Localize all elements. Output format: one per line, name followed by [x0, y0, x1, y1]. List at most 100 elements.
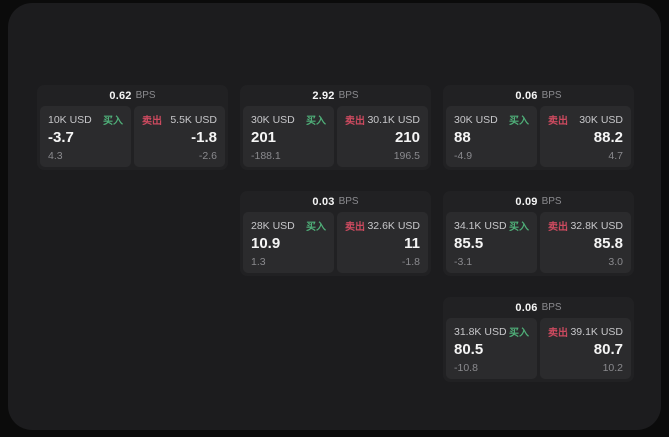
buy-label: 买入: [103, 116, 123, 127]
sell-sub-value: 196.5: [393, 150, 420, 162]
sell-top-row: 卖出 30K USD: [548, 112, 623, 128]
buy-sub-value: 1.3: [251, 256, 266, 268]
buy-top-row: 31.8K USD 买入: [454, 324, 529, 340]
sell-top-row: 卖出 32.6K USD: [345, 218, 420, 234]
buy-panel[interactable]: 31.8K USD 买入 80.5 -10.8: [446, 318, 537, 379]
quote-card: 2.92 BPS 30K USD 买入 201 -188.1 卖出 30.1K …: [240, 85, 431, 170]
sell-amount: 5.5K USD: [170, 113, 217, 126]
buy-amount: 10K USD: [48, 113, 92, 126]
buy-top-row: 34.1K USD 买入: [454, 218, 529, 234]
sell-amount: 30.1K USD: [367, 113, 420, 126]
card-body: 10K USD 买入 -3.7 4.3 卖出 5.5K USD -1.8 -2.…: [37, 106, 228, 170]
buy-price: -3.7: [48, 129, 74, 147]
sell-panel[interactable]: 卖出 5.5K USD -1.8 -2.6: [134, 106, 225, 167]
quote-card: 0.03 BPS 28K USD 买入 10.9 1.3 卖出 32.6K US…: [240, 191, 431, 276]
buy-amount: 28K USD: [251, 219, 295, 232]
card-header: 0.06 BPS: [443, 85, 634, 106]
sell-label: 卖出: [345, 116, 365, 127]
sell-price: 88.2: [593, 129, 623, 147]
buy-top-row: 28K USD 买入: [251, 218, 326, 234]
card-body: 34.1K USD 买入 85.5 -3.1 卖出 32.8K USD 85.8…: [443, 212, 634, 276]
sell-sub-value: -2.6: [198, 150, 217, 162]
buy-panel[interactable]: 30K USD 买入 88 -4.9: [446, 106, 537, 167]
sell-price: 85.8: [593, 235, 623, 253]
sell-top-row: 卖出 32.8K USD: [548, 218, 623, 234]
bps-suffix-label: BPS: [338, 196, 359, 207]
sell-sub-value: 4.7: [608, 150, 623, 162]
buy-label: 买入: [509, 222, 529, 233]
bps-suffix-label: BPS: [135, 90, 156, 101]
sell-panel[interactable]: 卖出 39.1K USD 80.7 10.2: [540, 318, 631, 379]
card-header: 0.06 BPS: [443, 297, 634, 318]
bps-value: 0.62: [109, 89, 132, 102]
bps-value: 0.06: [515, 89, 538, 102]
sell-label: 卖出: [548, 116, 568, 127]
buy-panel[interactable]: 10K USD 买入 -3.7 4.3: [40, 106, 131, 167]
buy-top-row: 30K USD 买入: [251, 112, 326, 128]
buy-label: 买入: [306, 222, 326, 233]
buy-price: 201: [251, 129, 277, 147]
sell-sub-value: 10.2: [602, 362, 623, 374]
buy-price: 80.5: [454, 341, 484, 359]
sell-top-row: 卖出 5.5K USD: [142, 112, 217, 128]
card-body: 30K USD 买入 201 -188.1 卖出 30.1K USD 210 1…: [240, 106, 431, 170]
card-header: 2.92 BPS: [240, 85, 431, 106]
buy-top-row: 30K USD 买入: [454, 112, 529, 128]
buy-sub-value: 4.3: [48, 150, 63, 162]
buy-panel[interactable]: 28K USD 买入 10.9 1.3: [243, 212, 334, 273]
quote-card: 0.06 BPS 31.8K USD 买入 80.5 -10.8 卖出 39.1…: [443, 297, 634, 382]
bps-suffix-label: BPS: [541, 302, 562, 313]
bps-value: 0.03: [312, 195, 335, 208]
card-body: 30K USD 买入 88 -4.9 卖出 30K USD 88.2 4.7: [443, 106, 634, 170]
buy-amount: 30K USD: [251, 113, 295, 126]
sell-panel[interactable]: 卖出 30K USD 88.2 4.7: [540, 106, 631, 167]
sell-price: 210: [394, 129, 420, 147]
quote-card: 0.06 BPS 30K USD 买入 88 -4.9 卖出 30K USD 8…: [443, 85, 634, 170]
buy-panel[interactable]: 34.1K USD 买入 85.5 -3.1: [446, 212, 537, 273]
card-header: 0.62 BPS: [37, 85, 228, 106]
buy-price: 88: [454, 129, 471, 147]
sell-label: 卖出: [548, 328, 568, 339]
bps-value: 0.09: [515, 195, 538, 208]
buy-panel[interactable]: 30K USD 买入 201 -188.1: [243, 106, 334, 167]
buy-amount: 30K USD: [454, 113, 498, 126]
bps-value: 2.92: [312, 89, 335, 102]
buy-amount: 34.1K USD: [454, 219, 507, 232]
bps-value: 0.06: [515, 301, 538, 314]
sell-top-row: 卖出 30.1K USD: [345, 112, 420, 128]
bps-suffix-label: BPS: [541, 196, 562, 207]
buy-sub-value: -10.8: [454, 362, 478, 374]
card-header: 0.09 BPS: [443, 191, 634, 212]
buy-top-row: 10K USD 买入: [48, 112, 123, 128]
quote-card: 0.62 BPS 10K USD 买入 -3.7 4.3 卖出 5.5K USD…: [37, 85, 228, 170]
sell-label: 卖出: [345, 222, 365, 233]
sell-label: 卖出: [142, 116, 162, 127]
sell-sub-value: 3.0: [608, 256, 623, 268]
bps-suffix-label: BPS: [338, 90, 359, 101]
buy-label: 买入: [509, 116, 529, 127]
bps-suffix-label: BPS: [541, 90, 562, 101]
buy-sub-value: -4.9: [454, 150, 473, 162]
quote-card: 0.09 BPS 34.1K USD 买入 85.5 -3.1 卖出 32.8K…: [443, 191, 634, 276]
buy-price: 85.5: [454, 235, 484, 253]
sell-amount: 32.8K USD: [570, 219, 623, 232]
sell-amount: 32.6K USD: [367, 219, 420, 232]
card-header: 0.03 BPS: [240, 191, 431, 212]
buy-sub-value: -3.1: [454, 256, 473, 268]
buy-label: 买入: [509, 328, 529, 339]
sell-price: 11: [404, 235, 420, 253]
sell-label: 卖出: [548, 222, 568, 233]
buy-label: 买入: [306, 116, 326, 127]
sell-sub-value: -1.8: [401, 256, 420, 268]
sell-price: 80.7: [593, 341, 623, 359]
sell-top-row: 卖出 39.1K USD: [548, 324, 623, 340]
card-body: 31.8K USD 买入 80.5 -10.8 卖出 39.1K USD 80.…: [443, 318, 634, 382]
buy-sub-value: -188.1: [251, 150, 281, 162]
sell-panel[interactable]: 卖出 32.8K USD 85.8 3.0: [540, 212, 631, 273]
card-body: 28K USD 买入 10.9 1.3 卖出 32.6K USD 11 -1.8: [240, 212, 431, 276]
buy-price: 10.9: [251, 235, 281, 253]
sell-panel[interactable]: 卖出 30.1K USD 210 196.5: [337, 106, 428, 167]
sell-price: -1.8: [191, 129, 217, 147]
main-panel: 0.62 BPS 10K USD 买入 -3.7 4.3 卖出 5.5K USD…: [8, 3, 661, 430]
sell-panel[interactable]: 卖出 32.6K USD 11 -1.8: [337, 212, 428, 273]
